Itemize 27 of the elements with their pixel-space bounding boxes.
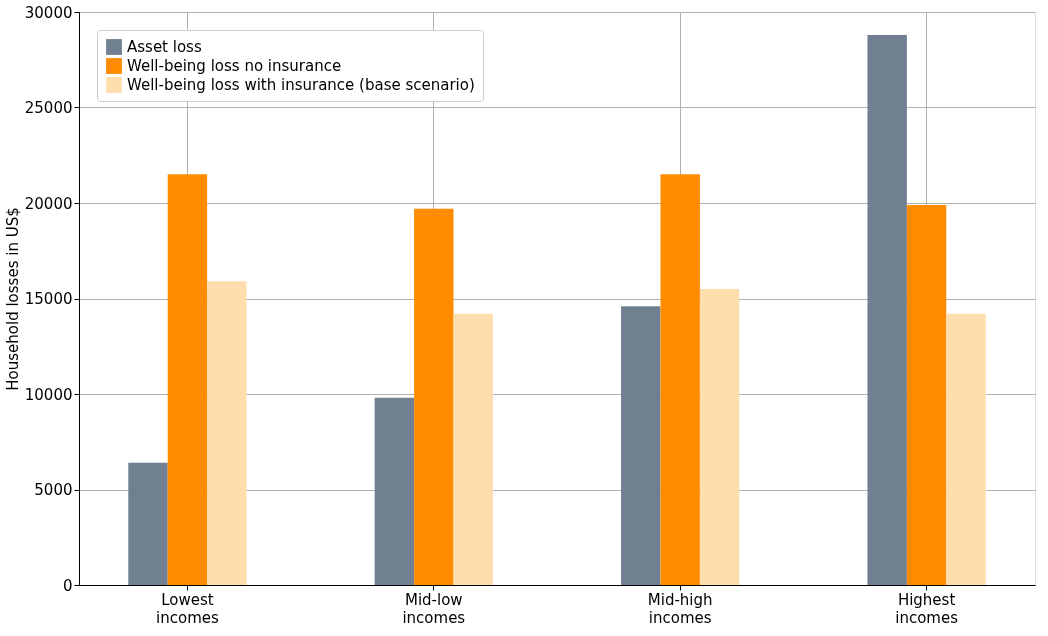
x-tick-label: Lowest incomes	[156, 590, 219, 627]
x-tick-label: Mid-low incomes	[402, 590, 466, 627]
bar	[699, 288, 740, 585]
bar	[414, 208, 454, 585]
y-tick-label: 20000	[24, 194, 73, 213]
bar	[946, 313, 986, 585]
bar	[621, 306, 661, 585]
y-tick-label: 0	[62, 576, 73, 595]
bar	[167, 174, 208, 585]
y-tick-label: 25000	[24, 99, 73, 117]
y-tick-label: 15000	[24, 290, 73, 308]
y-tick-label: 30000	[24, 3, 73, 22]
bar	[453, 313, 493, 585]
x-tick-label: Highest incomes	[895, 590, 959, 627]
legend-label: Well-being loss no insurance	[127, 57, 342, 75]
bar	[660, 174, 700, 585]
bar	[867, 34, 907, 585]
y-tick-label: 10000	[24, 385, 73, 404]
bar	[374, 397, 415, 585]
bar	[906, 204, 947, 585]
legend-label: Asset loss	[127, 38, 202, 56]
y-axis-title: Household losses in US$	[3, 207, 22, 391]
x-tick-label: Mid-high incomes	[647, 590, 713, 627]
bar	[207, 281, 247, 585]
y-tick-label: 5000	[34, 481, 73, 499]
bar	[128, 462, 168, 585]
legend-label: Well-being loss with insurance (base scenario)	[127, 76, 475, 94]
